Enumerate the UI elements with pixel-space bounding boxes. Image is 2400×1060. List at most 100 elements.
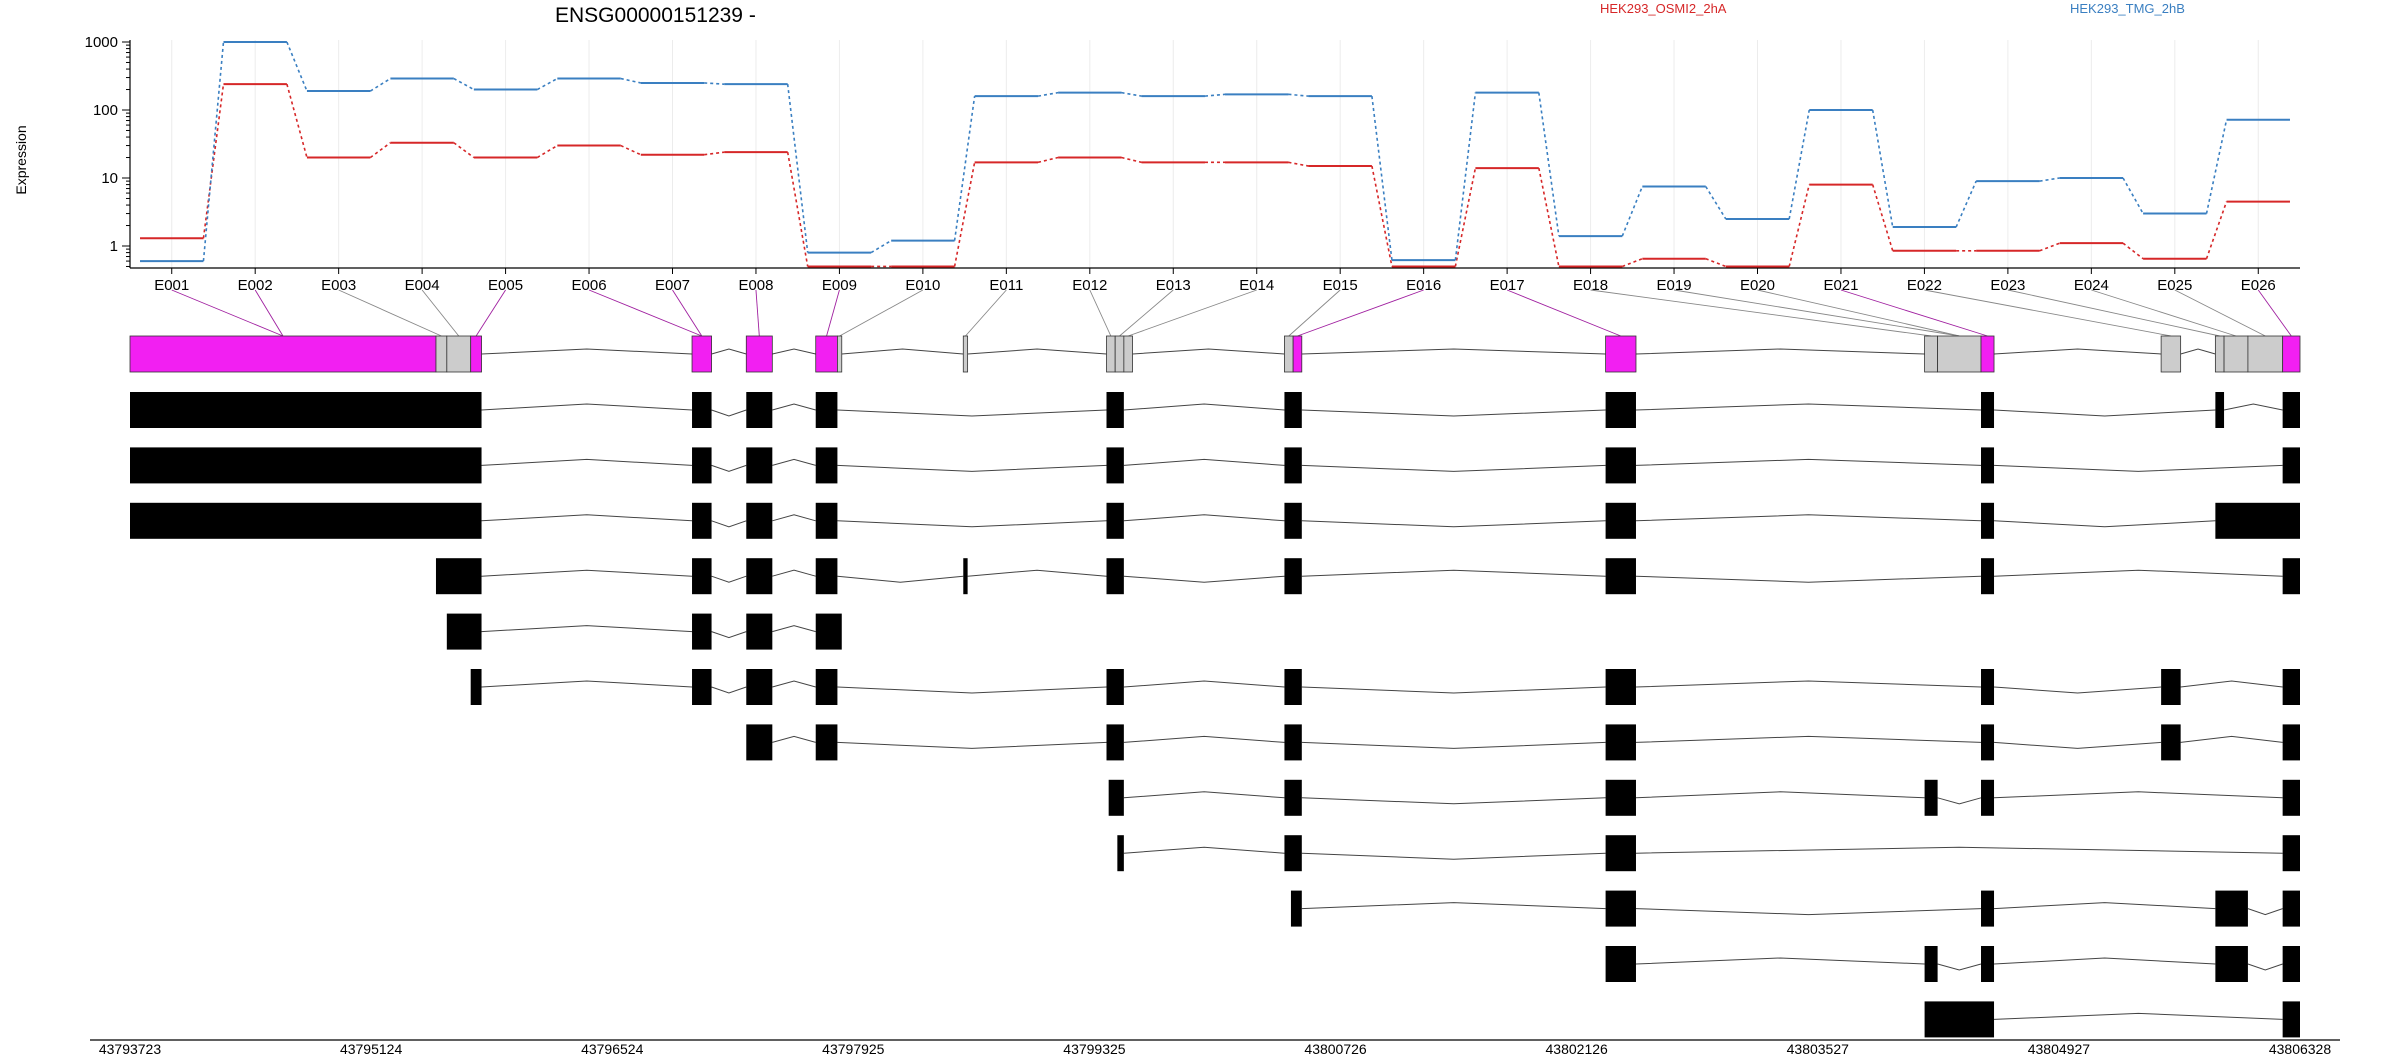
model-intron <box>711 348 747 355</box>
transcript-exon <box>692 447 712 484</box>
transcript-exon <box>1106 502 1124 539</box>
transcript-exon <box>1106 669 1124 705</box>
transcript-10 <box>1290 890 2300 927</box>
transcript-exon <box>815 447 838 484</box>
transcript-intron <box>1994 569 2283 577</box>
legend-entry-hek293-tmg-2hb: HEK293_TMG_2hB <box>2070 1 2185 16</box>
transcript-intron <box>1301 409 1606 417</box>
connector-e009 <box>826 289 840 337</box>
transcript-intron <box>1635 514 1982 522</box>
transcript-intron <box>481 625 693 633</box>
series-connector <box>704 82 725 85</box>
x-tick-label-e012: E012 <box>1072 277 1107 294</box>
transcript-exon <box>2215 890 2248 927</box>
transcript-intron <box>711 686 747 694</box>
series-connector <box>1037 156 1059 164</box>
transcript-intron <box>1994 902 2216 910</box>
connector-e014 <box>1128 289 1257 337</box>
transcript-11 <box>1605 946 2300 982</box>
transcript-intron <box>1635 735 1982 743</box>
transcript-intron <box>772 569 816 577</box>
transcript-exon <box>1605 835 1636 872</box>
transcript-exon <box>1605 724 1636 761</box>
transcript-intron <box>1937 963 1982 971</box>
series-connector <box>1955 180 1977 228</box>
series-connector <box>2039 242 2060 252</box>
transcript-intron <box>711 464 747 472</box>
transcript-intron <box>837 741 1107 749</box>
transcript-intron <box>1994 520 2216 528</box>
transcript-exon <box>1284 779 1302 816</box>
y-axis: 1 10 100 1000 <box>85 34 131 268</box>
transcript-intron <box>1123 514 1285 522</box>
model-intron <box>1635 348 1925 355</box>
connector-e022 <box>1924 289 2171 337</box>
transcript-exon <box>1108 779 1124 816</box>
x-tick-label-e018: E018 <box>1573 277 1608 294</box>
model-exon-part-13 <box>1284 335 1294 373</box>
series-connector <box>786 84 809 253</box>
series-connector <box>1538 92 1560 237</box>
transcript-exon <box>435 558 482 595</box>
series-connector <box>1788 184 1811 267</box>
transcript-exon <box>1605 669 1636 705</box>
vertical-gridlines <box>171 40 2259 268</box>
x-tick-label-e010: E010 <box>905 277 940 294</box>
transcript-exon <box>746 502 773 539</box>
transcript-intron <box>837 409 1107 417</box>
x-tick-label-e016: E016 <box>1406 277 1441 294</box>
transcript-exon <box>963 558 968 595</box>
series-hek293-tmg-2hb <box>140 41 2290 263</box>
transcript-intron <box>1123 575 1285 583</box>
transcript-intron <box>481 403 693 411</box>
series-connector <box>1288 161 1309 167</box>
transcript-intron <box>967 569 1107 577</box>
model-exon-part-23 <box>2282 335 2301 373</box>
x-tick-label-e020: E020 <box>1740 277 1775 294</box>
connector-e020 <box>1757 289 1960 337</box>
transcript-intron <box>1123 458 1285 466</box>
transcript-intron <box>1994 791 2283 799</box>
series-hek293-osmi2-2ha <box>140 83 2290 268</box>
transcript-intron <box>1635 791 1925 799</box>
model-exon-part-21 <box>2223 335 2249 373</box>
transcript-intron <box>1993 686 2162 694</box>
connector-e026 <box>2257 289 2292 337</box>
transcript-intron <box>1301 464 1606 472</box>
transcript-1 <box>130 392 2300 428</box>
model-exon-part-6 <box>745 335 773 373</box>
transcript-exon <box>815 502 838 539</box>
connector-e017 <box>1506 289 1621 337</box>
transcript-exon <box>1981 502 1995 539</box>
model-exon-part-3 <box>446 335 472 373</box>
series-connector <box>453 142 475 159</box>
transcript-exon <box>692 392 712 428</box>
model-exon-part-7 <box>815 335 838 373</box>
transcript-exon <box>1117 835 1124 872</box>
transcript-intron <box>1635 846 2283 854</box>
transcript-exon <box>815 724 838 761</box>
series-connector <box>953 96 976 241</box>
genomic-tick-label-2: 43795124 <box>340 1041 403 1057</box>
series-connector <box>369 142 391 159</box>
transcript-exon <box>1981 946 1995 982</box>
transcript-exon <box>815 613 842 650</box>
model-exon-part-5 <box>691 335 712 373</box>
model-intron <box>1994 348 2162 355</box>
model-exon-part-10 <box>1106 335 1116 373</box>
exon-bin-axis: E001 E002 E003 E004 E005 E006 E007 E008 E009 E010… <box>130 267 2300 294</box>
transcript-exon <box>470 669 482 705</box>
model-intron <box>772 348 816 355</box>
transcript-exon <box>2215 392 2225 428</box>
x-tick-label-e022: E022 <box>1907 277 1942 294</box>
transcript-intron <box>711 631 747 639</box>
connector-e012 <box>1089 289 1112 337</box>
transcript-exon <box>1605 502 1636 539</box>
transcript-12 <box>1924 1001 2300 1038</box>
transcript-exon <box>1981 890 1995 927</box>
transcript-3 <box>130 502 2300 539</box>
chart-title: ENSG00000151239 - <box>555 4 756 27</box>
y-tick-label-1000: 1000 <box>85 34 118 51</box>
transcript-exon <box>1605 890 1636 927</box>
transcript-exon <box>692 669 712 705</box>
